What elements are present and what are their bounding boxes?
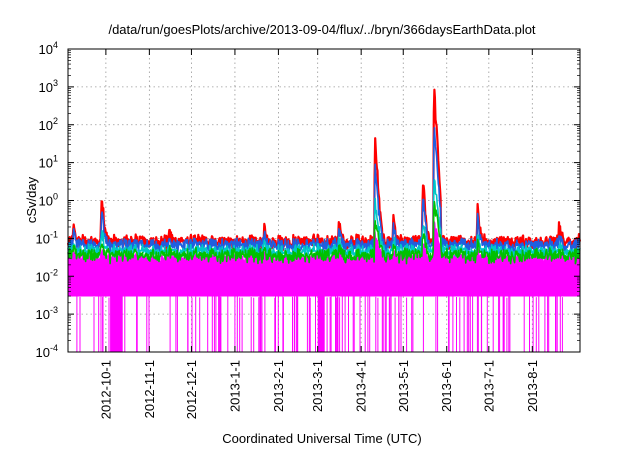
- series-line: [66, 88, 582, 251]
- x-tick-label: 2013-2-1: [271, 360, 286, 412]
- x-tick-label: 2013-6-1: [439, 360, 454, 412]
- x-tick-label: 2012-10-1: [98, 360, 113, 419]
- dropout-band: [110, 296, 123, 352]
- y-tick-label: 10-3: [36, 305, 58, 322]
- y-tick-label: 100: [39, 192, 58, 209]
- x-tick-label: 2013-1-1: [227, 360, 242, 412]
- y-tick-label: 10-4: [36, 343, 58, 360]
- chart-title: /data/run/goesPlots/archive/2013-09-04/f…: [108, 22, 535, 37]
- y-tick-label: 102: [39, 116, 58, 133]
- x-tick-label: 2013-7-1: [481, 360, 496, 412]
- x-tick-label: 2012-12-1: [184, 360, 199, 419]
- y-tick-label: 103: [39, 78, 58, 95]
- y-axis-label: cSv/day: [24, 176, 39, 223]
- y-tick-label: 10-2: [36, 267, 58, 284]
- plot-border: [67, 48, 581, 353]
- x-tick-label: 2013-3-1: [310, 360, 325, 412]
- x-tick-label: 2013-4-1: [354, 360, 369, 412]
- axes: 10-4 10-3 10-2 10-1 100 101 102 103 104 2012-10-1…: [36, 40, 581, 419]
- x-tick-label: 2013-8-1: [525, 360, 540, 412]
- plot-area: [66, 88, 582, 352]
- series-line: [67, 200, 581, 265]
- series-line: [67, 127, 581, 255]
- y-tick-label: 10-1: [36, 229, 58, 246]
- x-axis-label: Coordinated Universal Time (UTC): [222, 431, 421, 446]
- x-tick-label: 2012-11-1: [142, 360, 157, 418]
- y-tick-label: 101: [39, 154, 58, 171]
- dropout-band: [317, 296, 325, 352]
- y-tick-label: 104: [39, 40, 58, 57]
- x-tick-label: 2013-5-1: [396, 360, 411, 412]
